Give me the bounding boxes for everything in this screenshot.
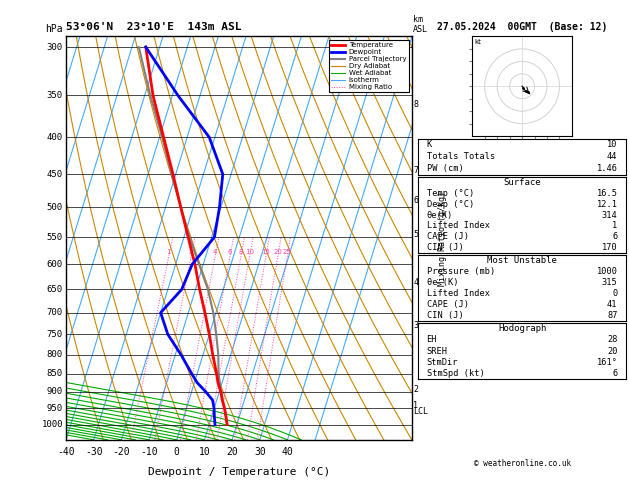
Text: 700: 700	[47, 308, 63, 317]
Text: θe (K): θe (K)	[426, 278, 458, 287]
Text: kt: kt	[475, 39, 482, 45]
Text: Lifted Index: Lifted Index	[426, 289, 489, 298]
Text: 8: 8	[413, 100, 418, 109]
Text: 750: 750	[47, 330, 63, 339]
Text: 6: 6	[413, 196, 418, 206]
Text: 6: 6	[228, 249, 232, 255]
Text: K: K	[426, 140, 432, 149]
Text: 12.1: 12.1	[596, 200, 618, 209]
Text: 850: 850	[47, 369, 63, 378]
Text: Dewpoint / Temperature (°C): Dewpoint / Temperature (°C)	[148, 467, 330, 477]
Text: 10: 10	[607, 140, 618, 149]
Text: PW (cm): PW (cm)	[426, 164, 464, 174]
Text: 161°: 161°	[596, 358, 618, 367]
Text: 350: 350	[47, 91, 63, 100]
Text: 15: 15	[262, 249, 270, 255]
Text: 20: 20	[274, 249, 282, 255]
Text: -40: -40	[57, 447, 75, 457]
Text: 3: 3	[413, 321, 418, 330]
Text: CIN (J): CIN (J)	[426, 243, 464, 252]
Text: 400: 400	[47, 133, 63, 142]
Text: CAPE (J): CAPE (J)	[426, 300, 469, 309]
Text: 1000: 1000	[42, 420, 63, 429]
Text: Hodograph: Hodograph	[498, 324, 546, 333]
Text: Surface: Surface	[503, 178, 541, 187]
Text: -10: -10	[140, 447, 158, 457]
Text: LCL: LCL	[413, 407, 428, 416]
Text: 2: 2	[413, 385, 418, 394]
Text: 8: 8	[238, 249, 243, 255]
Text: 314: 314	[602, 210, 618, 220]
Text: 950: 950	[47, 404, 63, 413]
Text: 550: 550	[47, 233, 63, 242]
Text: 87: 87	[607, 311, 618, 320]
Text: StmSpd (kt): StmSpd (kt)	[426, 369, 484, 378]
Text: StmDir: StmDir	[426, 358, 458, 367]
Text: 53°06'N  23°10'E  143m ASL: 53°06'N 23°10'E 143m ASL	[66, 21, 242, 32]
Text: 600: 600	[47, 260, 63, 269]
Text: 1000: 1000	[596, 267, 618, 276]
Text: 10: 10	[199, 447, 210, 457]
Text: 1: 1	[612, 221, 618, 230]
Text: 20: 20	[607, 347, 618, 356]
Text: 1.46: 1.46	[596, 164, 618, 174]
Text: 6: 6	[612, 232, 618, 241]
Text: hPa: hPa	[45, 24, 63, 34]
Text: 4: 4	[213, 249, 217, 255]
Text: Pressure (mb): Pressure (mb)	[426, 267, 495, 276]
Text: CAPE (J): CAPE (J)	[426, 232, 469, 241]
Text: 1: 1	[167, 249, 171, 255]
Text: 650: 650	[47, 285, 63, 294]
Text: km
ASL: km ASL	[413, 15, 428, 34]
Text: 170: 170	[602, 243, 618, 252]
Text: 1: 1	[413, 400, 418, 410]
Text: 450: 450	[47, 170, 63, 179]
Text: SREH: SREH	[426, 347, 448, 356]
Text: 500: 500	[47, 203, 63, 212]
Text: 800: 800	[47, 350, 63, 359]
Text: -20: -20	[113, 447, 130, 457]
Text: Dewp (°C): Dewp (°C)	[426, 200, 474, 209]
Text: EH: EH	[426, 335, 437, 345]
Text: 2: 2	[189, 249, 193, 255]
Text: 27.05.2024  00GMT  (Base: 12): 27.05.2024 00GMT (Base: 12)	[437, 21, 607, 32]
Text: CIN (J): CIN (J)	[426, 311, 464, 320]
Text: Lifted Index: Lifted Index	[426, 221, 489, 230]
Legend: Temperature, Dewpoint, Parcel Trajectory, Dry Adiabat, Wet Adiabat, Isotherm, Mi: Temperature, Dewpoint, Parcel Trajectory…	[330, 40, 408, 92]
Text: Temp (°C): Temp (°C)	[426, 189, 474, 198]
Text: 4: 4	[413, 278, 418, 287]
Text: 0: 0	[174, 447, 180, 457]
Text: 5: 5	[413, 230, 418, 239]
Text: 10: 10	[245, 249, 254, 255]
Text: 900: 900	[47, 387, 63, 396]
Text: © weatheronline.co.uk: © weatheronline.co.uk	[474, 459, 571, 469]
Text: 40: 40	[282, 447, 293, 457]
Text: θe(K): θe(K)	[426, 210, 453, 220]
Text: 7: 7	[413, 166, 418, 175]
Text: 41: 41	[607, 300, 618, 309]
Text: 0: 0	[612, 289, 618, 298]
Text: Most Unstable: Most Unstable	[487, 256, 557, 265]
Text: 16.5: 16.5	[596, 189, 618, 198]
Text: Mixing Ratio (g/kg): Mixing Ratio (g/kg)	[438, 191, 447, 286]
Text: 315: 315	[602, 278, 618, 287]
Text: -30: -30	[85, 447, 103, 457]
Text: 6: 6	[612, 369, 618, 378]
Text: 28: 28	[607, 335, 618, 345]
Text: 20: 20	[226, 447, 238, 457]
Text: 44: 44	[607, 152, 618, 161]
Text: Totals Totals: Totals Totals	[426, 152, 495, 161]
Text: 300: 300	[47, 43, 63, 52]
Text: 25: 25	[283, 249, 292, 255]
Text: 30: 30	[254, 447, 265, 457]
